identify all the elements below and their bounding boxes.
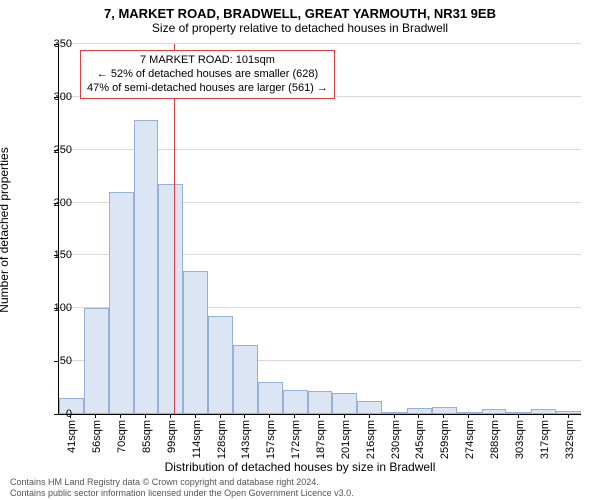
x-tick-mark bbox=[269, 414, 270, 418]
histogram-bar bbox=[332, 393, 357, 414]
chart-plot-area bbox=[58, 44, 581, 415]
reference-line bbox=[174, 44, 175, 414]
x-tick-label: 274sqm bbox=[464, 420, 476, 459]
x-tick-label: 128sqm bbox=[216, 420, 228, 459]
histogram-bar bbox=[407, 408, 432, 414]
x-tick-label: 172sqm bbox=[290, 420, 302, 459]
histogram-bar bbox=[183, 271, 208, 414]
x-tick-label: 56sqm bbox=[91, 420, 103, 453]
histogram-bar bbox=[233, 345, 258, 414]
x-tick-mark bbox=[518, 414, 519, 418]
y-tick-mark bbox=[54, 44, 58, 45]
x-tick-mark bbox=[120, 414, 121, 418]
x-tick-mark bbox=[145, 414, 146, 418]
histogram-bar bbox=[109, 192, 134, 414]
x-tick-label: 245sqm bbox=[414, 420, 426, 459]
y-axis-label: Number of detached properties bbox=[0, 147, 11, 312]
x-tick-mark bbox=[244, 414, 245, 418]
y-tick-mark bbox=[54, 361, 58, 362]
x-tick-label: 288sqm bbox=[489, 420, 501, 459]
histogram-bar bbox=[556, 411, 581, 414]
attribution-line-2: Contains public sector information licen… bbox=[10, 488, 354, 498]
x-tick-label: 114sqm bbox=[191, 420, 203, 458]
histogram-bar bbox=[258, 382, 283, 414]
x-tick-mark bbox=[294, 414, 295, 418]
x-tick-label: 143sqm bbox=[240, 420, 252, 459]
x-tick-label: 303sqm bbox=[514, 420, 526, 459]
x-tick-mark bbox=[468, 414, 469, 418]
y-tick-mark bbox=[54, 97, 58, 98]
x-tick-label: 99sqm bbox=[166, 420, 178, 453]
x-tick-mark bbox=[344, 414, 345, 418]
x-tick-label: 230sqm bbox=[390, 420, 402, 459]
x-tick-label: 216sqm bbox=[365, 420, 377, 459]
x-tick-label: 85sqm bbox=[141, 420, 153, 453]
x-tick-mark bbox=[195, 414, 196, 418]
x-tick-mark bbox=[493, 414, 494, 418]
attribution-line-1: Contains HM Land Registry data © Crown c… bbox=[10, 477, 354, 487]
annotation-line-1: 7 MARKET ROAD: 101sqm bbox=[87, 54, 328, 68]
x-tick-mark bbox=[95, 414, 96, 418]
x-tick-mark bbox=[568, 414, 569, 418]
x-tick-label: 259sqm bbox=[439, 420, 451, 459]
histogram-bar bbox=[134, 120, 159, 414]
chart-title-main: 7, MARKET ROAD, BRADWELL, GREAT YARMOUTH… bbox=[0, 6, 600, 21]
x-tick-label: 201sqm bbox=[340, 420, 352, 459]
histogram-bar bbox=[84, 308, 109, 414]
x-tick-label: 41sqm bbox=[66, 420, 78, 453]
x-tick-mark bbox=[394, 414, 395, 418]
histogram-bar bbox=[506, 412, 531, 414]
x-tick-mark bbox=[70, 414, 71, 418]
x-tick-mark bbox=[443, 414, 444, 418]
x-tick-label: 332sqm bbox=[564, 420, 576, 459]
histogram-bar bbox=[382, 412, 407, 414]
histogram-bar bbox=[283, 390, 308, 414]
x-tick-label: 317sqm bbox=[539, 420, 551, 459]
x-axis-label: Distribution of detached houses by size … bbox=[0, 460, 600, 474]
histogram-bar bbox=[531, 409, 556, 414]
y-tick-mark bbox=[54, 150, 58, 151]
x-tick-mark bbox=[170, 414, 171, 418]
x-tick-label: 70sqm bbox=[116, 420, 128, 453]
y-tick-mark bbox=[54, 203, 58, 204]
y-tick-mark bbox=[54, 414, 58, 415]
x-tick-mark bbox=[543, 414, 544, 418]
x-tick-mark bbox=[319, 414, 320, 418]
x-tick-mark bbox=[220, 414, 221, 418]
y-tick-mark bbox=[54, 308, 58, 309]
x-tick-label: 157sqm bbox=[265, 420, 277, 459]
annotation-box: 7 MARKET ROAD: 101sqm ← 52% of detached … bbox=[80, 50, 335, 99]
x-tick-label: 187sqm bbox=[315, 420, 327, 459]
histogram-bar bbox=[357, 401, 382, 414]
annotation-line-3: 47% of semi-detached houses are larger (… bbox=[87, 82, 328, 96]
grid-line bbox=[59, 43, 581, 44]
x-tick-mark bbox=[418, 414, 419, 418]
attribution-text: Contains HM Land Registry data © Crown c… bbox=[10, 477, 354, 498]
histogram-bar bbox=[158, 184, 183, 414]
y-tick-mark bbox=[54, 255, 58, 256]
histogram-bar bbox=[432, 407, 457, 414]
histogram-bar bbox=[308, 391, 333, 414]
chart-title-sub: Size of property relative to detached ho… bbox=[0, 21, 600, 35]
histogram-bar bbox=[208, 316, 233, 414]
x-tick-mark bbox=[369, 414, 370, 418]
annotation-line-2: ← 52% of detached houses are smaller (62… bbox=[87, 68, 328, 82]
